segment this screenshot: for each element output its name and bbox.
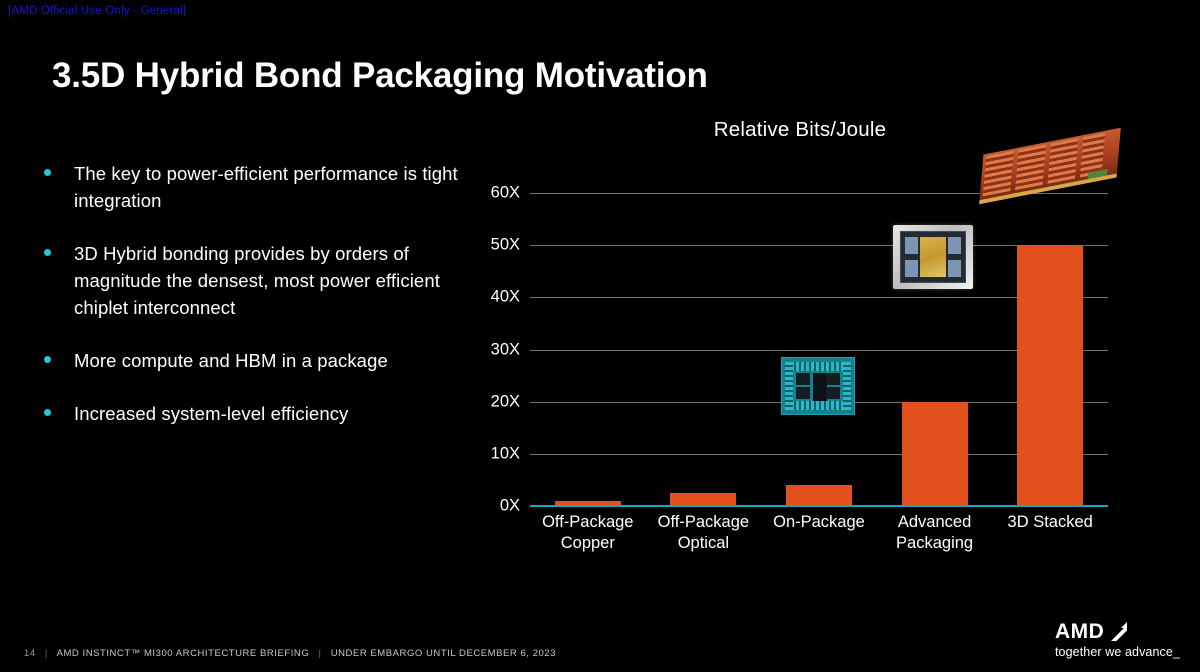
chart-bar[interactable]	[670, 492, 737, 506]
list-item: The key to power-efficient performance i…	[44, 160, 464, 214]
bullet-dot-icon	[44, 249, 51, 256]
list-item: More compute and HBM in a package	[44, 347, 464, 374]
chip-pad-row-top	[786, 362, 850, 371]
chart-y-tick-label: 60X	[490, 183, 520, 202]
amd-logo: AMD together we advance_	[1055, 621, 1180, 659]
list-item: Increased system-level efficiency	[44, 400, 464, 427]
gold-die	[920, 237, 946, 277]
chip-center-die	[813, 373, 827, 401]
chart-bar[interactable]	[785, 485, 852, 506]
classification-banner: [AMD Official Use Only - General]	[8, 5, 187, 17]
bullet-dot-icon	[44, 356, 51, 363]
chip-pad-col-right	[843, 362, 851, 410]
chart-x-tick-labels: Off-Package Copper Off-Package Optical On-Pa…	[530, 512, 1108, 554]
chip-pad-col-left	[785, 362, 793, 410]
chart-x-tick-label: Advanced Packaging	[896, 513, 974, 552]
chart-bars	[530, 193, 1108, 506]
chart-y-tick-label: 0X	[499, 496, 520, 515]
footer-page-number: 14	[24, 648, 36, 659]
hbm-stack	[948, 260, 961, 277]
advanced-packaging-chip-photo	[893, 225, 973, 289]
chip-die-bottom-left	[796, 387, 810, 399]
amd-wordmark-row: AMD	[1055, 621, 1180, 642]
chart-x-tick-label: On-Package	[773, 513, 865, 531]
chart-x-axis-line	[530, 505, 1108, 507]
chart-bar-slot	[761, 193, 877, 506]
die-strip	[1047, 138, 1079, 184]
footer-separator-2: |	[318, 648, 322, 659]
chip-die-top-left	[796, 373, 810, 385]
die-strip	[982, 150, 1014, 197]
on-package-chip-photo	[781, 357, 855, 415]
chart-plot-area: 0X 10X 20X 30X 40X 50X 60X	[491, 184, 1108, 515]
hbm-stack	[905, 237, 918, 254]
chip-pad-row-bottom	[786, 401, 850, 410]
die-strip	[1015, 144, 1047, 191]
bullet-text: More compute and HBM in a package	[74, 350, 388, 371]
chart-gridline	[530, 349, 1108, 351]
chart-bar-slot	[877, 193, 993, 506]
chart-bar[interactable]	[554, 500, 621, 506]
chart-y-tick-label: 50X	[490, 235, 520, 254]
page-title: 3.5D Hybrid Bond Packaging Motivation	[52, 56, 708, 95]
footer: 14 | AMD INSTINCT™ MI300 ARCHITECTURE BR…	[24, 648, 556, 659]
chip-substrate	[900, 231, 966, 283]
chip-die-top-right	[826, 373, 840, 385]
chart-title: Relative Bits/Joule	[713, 118, 887, 141]
chart-bar-slot	[992, 193, 1108, 506]
hbm-stack	[905, 260, 918, 277]
chart-y-tick-label: 40X	[490, 287, 520, 306]
bullet-dot-icon	[44, 409, 51, 416]
chart-bar[interactable]	[901, 401, 968, 506]
chart-gridline	[530, 453, 1108, 455]
chart-y-tick-label: 30X	[490, 340, 520, 358]
chart-x-tick-label: Off-Package Optical	[657, 513, 750, 552]
chip-die-bottom-right	[826, 387, 840, 399]
list-item: 3D Hybrid bonding provides by orders of …	[44, 240, 464, 321]
chart-y-tick-label: 10X	[490, 444, 520, 463]
footer-embargo-notice: UNDER EMBARGO UNTIL DECEMBER 6, 2023	[330, 648, 557, 659]
chart-bar[interactable]	[1017, 245, 1084, 506]
chart-bar-slot	[646, 193, 762, 506]
bullet-text: Increased system-level efficiency	[74, 403, 349, 424]
hbm-stack	[948, 237, 961, 254]
chart-bar-slot	[530, 193, 646, 506]
amd-wordmark-text: AMD	[1054, 619, 1105, 643]
amd-tagline: together we advance_	[1054, 644, 1180, 659]
chart-y-tick-label: 20X	[490, 392, 520, 411]
bar-chart: Relative Bits/Joule 0X 10X 20X 30X 40X 50X 60X…	[470, 118, 1150, 568]
chart-gridline	[530, 245, 1108, 247]
chart-x-tick-label: 3D Stacked	[1007, 513, 1093, 531]
bullet-text: 3D Hybrid bonding provides by orders of …	[74, 243, 440, 318]
bullet-dot-icon	[44, 169, 51, 176]
bullet-list: The key to power-efficient performance i…	[44, 160, 464, 453]
bullet-text: The key to power-efficient performance i…	[74, 163, 458, 211]
chart-x-tick-label: Off-Package Copper	[542, 513, 634, 552]
chart-gridline	[530, 193, 1108, 194]
amd-arrow-icon	[1108, 621, 1128, 641]
footer-separator-1: |	[44, 648, 48, 659]
chart-gridline	[530, 297, 1108, 299]
footer-deck-title: AMD INSTINCT™ MI300 ARCHITECTURE BRIEFIN…	[56, 648, 310, 659]
